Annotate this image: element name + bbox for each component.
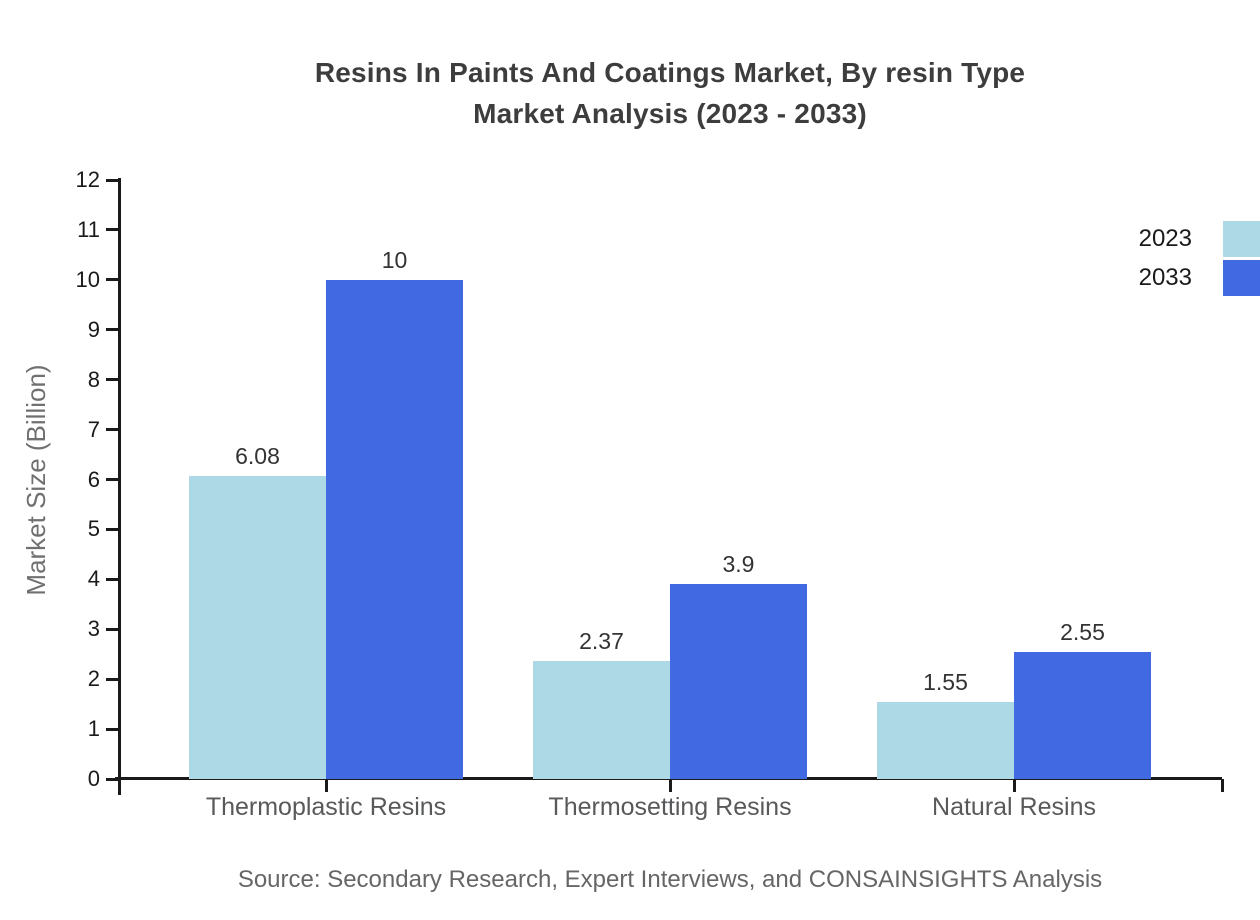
legend-swatch-2023-icon xyxy=(1223,221,1260,257)
y-axis-line xyxy=(118,178,121,795)
category-label-thermoplastic-resins: Thermoplastic Resins xyxy=(205,793,447,821)
y-tick-label: 7 xyxy=(87,416,100,442)
y-axis-tick xyxy=(106,527,118,531)
bar-2033-natural-resins xyxy=(1014,651,1151,779)
y-tick-label: 1 xyxy=(87,716,100,742)
bar-2023-thermosetting-resins xyxy=(533,660,670,779)
y-tick-label: 12 xyxy=(75,167,100,192)
y-axis-tick xyxy=(106,777,118,781)
y-axis-tick xyxy=(106,478,118,481)
x-axis-tick xyxy=(1012,779,1016,792)
value-label-2033-thermoplastic-resins: 10 xyxy=(381,246,408,273)
value-label-2023-thermosetting-resins: 2.37 xyxy=(579,627,624,654)
y-axis-tick xyxy=(106,627,118,631)
y-axis-tick xyxy=(106,577,118,581)
y-tick-label: 9 xyxy=(87,316,100,342)
chart-title-line2: Market Analysis (2023 - 2033) xyxy=(473,98,867,129)
y-axis-tick xyxy=(106,178,118,182)
y-axis-tick xyxy=(106,677,118,681)
value-label-2033-natural-resins: 2.55 xyxy=(1060,618,1105,645)
category-label-natural-resins: Natural Resins xyxy=(932,793,1096,821)
y-tick-label: 8 xyxy=(87,366,100,392)
y-axis-tick xyxy=(106,428,118,432)
source-note: Source: Secondary Research, Expert Inter… xyxy=(237,866,1103,893)
legend-label-2023: 2023 xyxy=(1138,225,1192,252)
y-tick-label: 2 xyxy=(87,666,100,692)
y-tick-label: 0 xyxy=(87,766,100,791)
y-tick-label: 6 xyxy=(87,466,100,492)
x-axis-tick xyxy=(324,779,328,792)
value-label-2023-natural-resins: 1.55 xyxy=(923,668,968,695)
bar-2033-thermoplastic-resins xyxy=(326,279,463,779)
y-tick-label: 4 xyxy=(87,566,100,592)
y-tick-label: 3 xyxy=(87,616,100,642)
value-label-2033-thermosetting-resins: 3.9 xyxy=(722,551,755,578)
y-axis-tick xyxy=(106,278,118,282)
chart-title-line1: Resins In Paints And Coatings Market, By… xyxy=(314,57,1026,88)
y-axis-tick xyxy=(106,328,118,332)
bar-2023-natural-resins xyxy=(877,701,1014,779)
chart-title: Resins In Paints And Coatings Market, By… xyxy=(80,52,1260,134)
legend-swatch-2033-icon xyxy=(1223,260,1260,296)
legend-label-2033: 2033 xyxy=(1138,264,1192,291)
y-tick-label: 10 xyxy=(75,266,100,292)
y-tick-label: 5 xyxy=(87,516,100,542)
category-label-thermosetting-resins: Thermosetting Resins xyxy=(548,793,792,821)
bar-2033-thermosetting-resins xyxy=(670,584,807,779)
y-axis-tick xyxy=(106,228,118,232)
x-axis-tick xyxy=(668,779,672,792)
legend-row-2023: 2023 xyxy=(1139,221,1260,257)
value-label-2023-thermoplastic-resins: 6.08 xyxy=(235,442,280,469)
x-axis-tick xyxy=(1220,779,1224,792)
y-axis-tick xyxy=(106,378,118,382)
bar-2023-thermoplastic-resins xyxy=(189,475,326,779)
legend-row-2033: 2033 xyxy=(1139,260,1260,296)
y-tick-label: 11 xyxy=(77,216,100,242)
y-axis-tick xyxy=(106,727,118,731)
